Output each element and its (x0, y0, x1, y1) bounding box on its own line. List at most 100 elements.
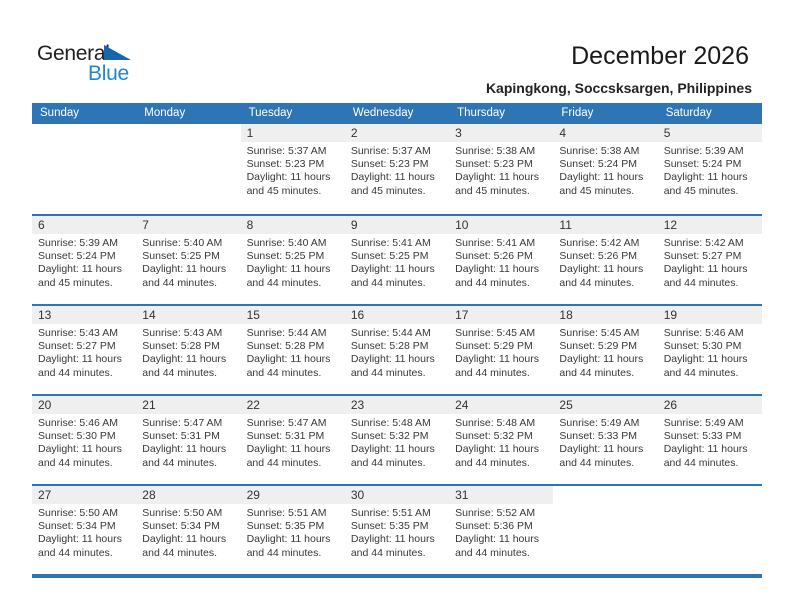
sun-info-line: Sunset: 5:28 PM (350, 340, 429, 353)
sun-info-line: Daylight: 11 hours (350, 353, 435, 366)
calendar-day-cell: 23 Sunrise: 5:48 AM Sunset: 5:32 PM Dayligh… (344, 396, 450, 484)
calendar-empty-cell (658, 486, 762, 574)
sun-info-line: Sunrise: 5:43 AM (38, 327, 118, 339)
sun-info-line: and 44 minutes. (455, 546, 530, 559)
day-sun-info: Sunrise: 5:48 AM Sunset: 5:32 PM Daylight:… (345, 414, 449, 470)
calendar-week-row: 27 Sunrise: 5:50 AM Sunset: 5:34 PM Dayligh… (32, 484, 762, 574)
sun-info-line: Sunrise: 5:39 AM (663, 145, 744, 157)
day-number: 7 (136, 216, 241, 234)
sun-info-line: Sunrise: 5:40 AM (246, 237, 327, 249)
calendar-day-cell: 13 Sunrise: 5:43 AM Sunset: 5:27 PM Dayligh… (32, 306, 137, 394)
day-number: 22 (240, 396, 345, 414)
day-sun-info: Sunrise: 5:37 AM Sunset: 5:23 PM Daylight:… (241, 142, 345, 198)
sun-info-line: Sunset: 5:33 PM (559, 430, 638, 443)
day-sun-info: Sunrise: 5:45 AM Sunset: 5:29 PM Daylight:… (553, 324, 657, 380)
sun-info-line: Daylight: 11 hours (350, 263, 435, 276)
sun-info-line: Sunset: 5:35 PM (246, 520, 325, 533)
sun-info-line: Daylight: 11 hours (455, 171, 539, 184)
calendar-day-cell: 14 Sunrise: 5:43 AM Sunset: 5:28 PM Dayligh… (136, 306, 241, 394)
sun-info-line: Sunrise: 5:50 AM (142, 507, 223, 519)
location-subtitle: Kapingkong, Soccsksargen, Philippines (485, 80, 752, 96)
day-number: 18 (553, 306, 658, 324)
sun-info-line: and 45 minutes. (350, 184, 426, 197)
sun-info-line: Sunset: 5:31 PM (246, 430, 325, 443)
sun-info-line: and 44 minutes. (455, 366, 530, 379)
sun-info-line: Daylight: 11 hours (559, 353, 644, 366)
sun-info-line: and 45 minutes. (246, 184, 322, 197)
calendar-day-cell: 27 Sunrise: 5:50 AM Sunset: 5:34 PM Dayligh… (32, 486, 137, 574)
sun-info-line: Daylight: 11 hours (246, 533, 331, 546)
calendar-day-cell: 29 Sunrise: 5:51 AM Sunset: 5:35 PM Dayligh… (240, 486, 345, 574)
sun-info-line: and 44 minutes. (663, 276, 739, 289)
calendar-day-cell: 8 Sunrise: 5:40 AM Sunset: 5:25 PM Daylight… (240, 216, 345, 304)
sun-info-line: Sunset: 5:26 PM (455, 250, 533, 263)
sun-info-line: Daylight: 11 hours (38, 353, 122, 366)
weekday-header-sunday: Sunday (40, 107, 80, 119)
sun-info-line: and 44 minutes. (455, 456, 530, 469)
day-sun-info: Sunrise: 5:44 AM Sunset: 5:28 PM Daylight:… (345, 324, 449, 380)
sun-info-line: Daylight: 11 hours (663, 353, 748, 366)
sun-info-line: Daylight: 11 hours (246, 443, 331, 456)
day-sun-info: Sunrise: 5:46 AM Sunset: 5:30 PM Daylight:… (32, 414, 136, 470)
day-number: 10 (449, 216, 554, 234)
sun-info-line: Daylight: 11 hours (38, 443, 122, 456)
sun-info-line: Sunrise: 5:45 AM (559, 327, 640, 339)
sun-info-line: Sunrise: 5:43 AM (142, 327, 223, 339)
sun-info-line: and 44 minutes. (350, 276, 426, 289)
sun-info-line: Daylight: 11 hours (559, 443, 644, 456)
calendar-week-row: 20 Sunrise: 5:46 AM Sunset: 5:30 PM Dayligh… (32, 394, 762, 484)
calendar-day-cell: 11 Sunrise: 5:42 AM Sunset: 5:26 PM Dayligh… (553, 216, 658, 304)
weekday-header-saturday: Saturday (665, 107, 712, 119)
sun-info-line: and 44 minutes. (142, 366, 217, 379)
calendar-week-row: 6 Sunrise: 5:39 AM Sunset: 5:24 PM Daylight… (32, 214, 762, 304)
sun-info-line: Daylight: 11 hours (455, 353, 539, 366)
sun-info-line: Sunrise: 5:51 AM (350, 507, 431, 519)
calendar-empty-cell (553, 486, 657, 574)
sun-info-line: Sunrise: 5:49 AM (663, 417, 744, 429)
sun-info-line: Sunset: 5:34 PM (38, 520, 116, 533)
sun-info-line: Sunrise: 5:42 AM (663, 237, 744, 249)
sun-info-line: Sunrise: 5:41 AM (350, 237, 431, 249)
calendar-week-row: 1 Sunrise: 5:37 AM Sunset: 5:23 PM Daylight… (32, 124, 762, 214)
sun-info-line: and 44 minutes. (559, 456, 635, 469)
sun-info-line: Daylight: 11 hours (455, 443, 539, 456)
calendar-day-cell: 10 Sunrise: 5:41 AM Sunset: 5:26 PM Dayligh… (449, 216, 554, 304)
day-number: 9 (344, 216, 450, 234)
calendar-day-cell: 28 Sunrise: 5:50 AM Sunset: 5:34 PM Dayligh… (136, 486, 241, 574)
calendar-day-cell: 25 Sunrise: 5:49 AM Sunset: 5:33 PM Dayligh… (553, 396, 658, 484)
sun-info-line: Sunrise: 5:52 AM (455, 507, 536, 519)
sun-info-line: Sunset: 5:26 PM (559, 250, 638, 263)
calendar-day-cell: 12 Sunrise: 5:42 AM Sunset: 5:27 PM Dayligh… (657, 216, 762, 304)
day-sun-info: Sunrise: 5:41 AM Sunset: 5:26 PM Daylight:… (449, 234, 553, 290)
weekday-header-row: Sunday Monday Tuesday Wednesday Thursday Frid… (32, 103, 762, 124)
sun-info-line: and 45 minutes. (663, 184, 739, 197)
calendar-day-cell: 20 Sunrise: 5:46 AM Sunset: 5:30 PM Dayligh… (32, 396, 137, 484)
calendar-day-cell: 9 Sunrise: 5:41 AM Sunset: 5:25 PM Daylight… (344, 216, 450, 304)
sun-info-line: Sunset: 5:30 PM (663, 340, 742, 353)
sun-info-line: Sunrise: 5:48 AM (350, 417, 431, 429)
calendar-day-cell: 7 Sunrise: 5:40 AM Sunset: 5:25 PM Daylight… (136, 216, 241, 304)
day-number: 31 (449, 486, 554, 504)
sun-info-line: Sunrise: 5:37 AM (246, 145, 327, 157)
sun-info-line: Sunset: 5:28 PM (142, 340, 220, 353)
sun-info-line: and 44 minutes. (38, 366, 113, 379)
weekday-header-tuesday: Tuesday (248, 107, 293, 119)
sun-info-line: Daylight: 11 hours (246, 263, 331, 276)
sun-info-line: and 44 minutes. (246, 546, 322, 559)
day-sun-info: Sunrise: 5:43 AM Sunset: 5:28 PM Daylight:… (136, 324, 240, 380)
sun-info-line: and 44 minutes. (350, 546, 426, 559)
day-number: 12 (657, 216, 762, 234)
day-sun-info: Sunrise: 5:39 AM Sunset: 5:24 PM Daylight:… (32, 234, 136, 290)
sun-info-line: Daylight: 11 hours (38, 533, 122, 546)
sun-info-line: Sunrise: 5:45 AM (455, 327, 536, 339)
calendar-day-cell: 15 Sunrise: 5:44 AM Sunset: 5:28 PM Dayligh… (240, 306, 345, 394)
day-sun-info: Sunrise: 5:51 AM Sunset: 5:35 PM Daylight:… (345, 504, 449, 560)
sun-info-line: Daylight: 11 hours (455, 263, 539, 276)
day-sun-info: Sunrise: 5:50 AM Sunset: 5:34 PM Daylight:… (136, 504, 240, 560)
calendar-empty-cell (32, 124, 136, 214)
day-number: 4 (553, 124, 658, 142)
day-sun-info: Sunrise: 5:39 AM Sunset: 5:24 PM Daylight:… (658, 142, 762, 198)
calendar-weeks: 1 Sunrise: 5:37 AM Sunset: 5:23 PM Daylight… (32, 124, 762, 574)
sun-info-line: and 44 minutes. (142, 276, 217, 289)
